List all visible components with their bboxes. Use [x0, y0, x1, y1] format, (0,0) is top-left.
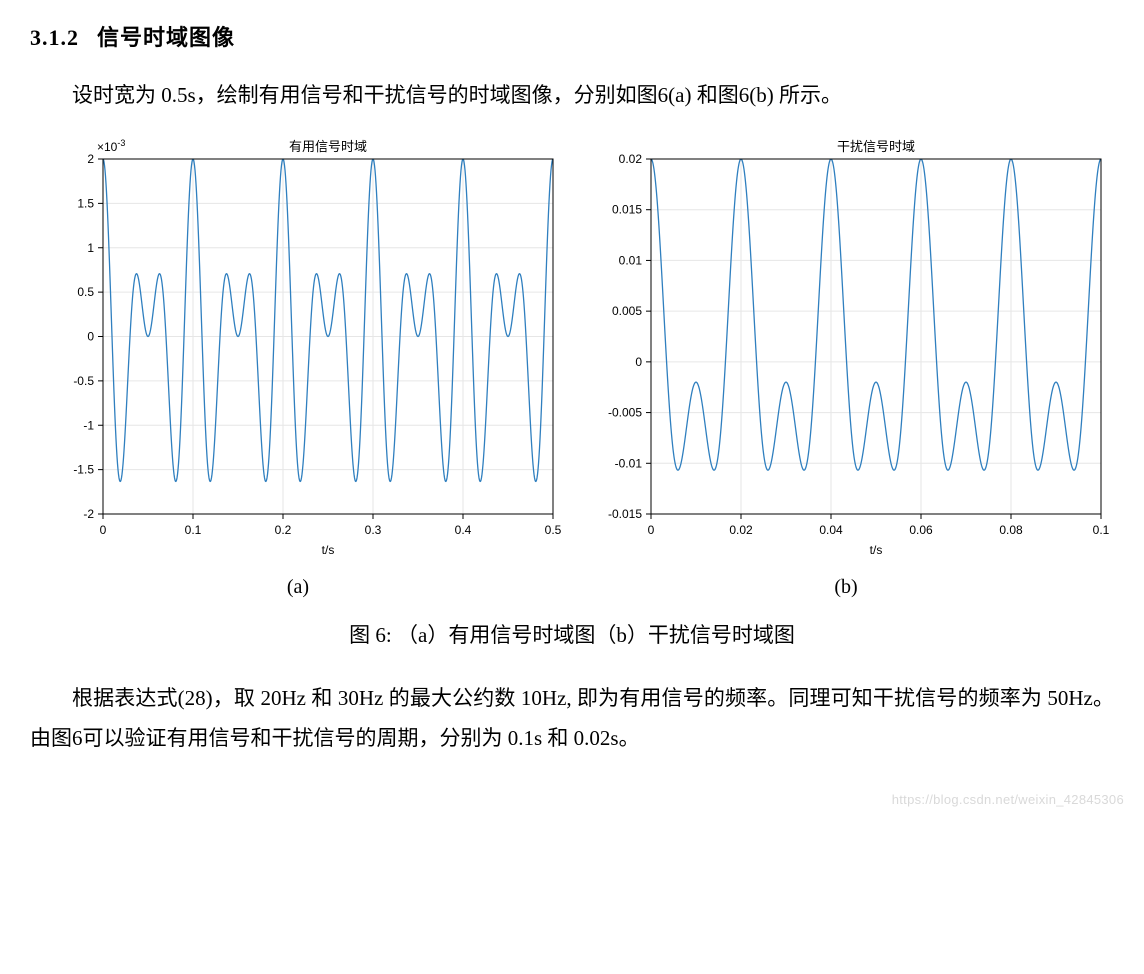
figure-cell-b: 0 0.02 0.04 0.06 0.08 0.1 -0.015 -0.01 -0.005 0 0.… [578, 134, 1114, 599]
watermark: https://blog.csdn.net/weixin_42845306 [892, 792, 1124, 807]
figure-cell-a: 0 0.1 0.2 0.3 0.4 0.5 -2 -1.5 -1 -0.5 0 0.5 1 1.5 2 有用信… [30, 134, 566, 599]
svg-text:干扰信号时域: 干扰信号时域 [837, 139, 915, 154]
svg-text:0.5: 0.5 [77, 285, 94, 299]
subcaption-a: (a) [287, 576, 309, 599]
svg-text:1.5: 1.5 [77, 196, 94, 210]
section-title: 信号时域图像 [97, 25, 235, 50]
svg-text:0: 0 [87, 329, 94, 343]
svg-text:-0.5: -0.5 [73, 374, 94, 388]
svg-text:2: 2 [87, 152, 94, 166]
section-heading: 3.1.2 信号时域图像 [30, 20, 1114, 52]
svg-text:0.015: 0.015 [612, 203, 642, 217]
svg-text:0.04: 0.04 [819, 523, 843, 537]
svg-text:0.005: 0.005 [612, 304, 642, 318]
svg-text:0.02: 0.02 [729, 523, 753, 537]
svg-text:1: 1 [87, 241, 94, 255]
paragraph-analysis: 根据表达式(28)，取 20Hz 和 30Hz 的最大公约数 10Hz, 即为有… [30, 679, 1114, 759]
svg-text:0.08: 0.08 [999, 523, 1023, 537]
figure-caption: 图 6: （a）有用信号时域图（b）干扰信号时域图 [30, 619, 1114, 649]
page: 3.1.2 信号时域图像 设时宽为 0.5s，绘制有用信号和干扰信号的时域图像，分… [0, 0, 1144, 817]
chart-interference-signal: 0 0.02 0.04 0.06 0.08 0.1 -0.015 -0.01 -0.005 0 0.… [581, 134, 1111, 564]
svg-text:0.06: 0.06 [909, 523, 933, 537]
svg-text:有用信号时域: 有用信号时域 [289, 139, 367, 154]
svg-text:-1.5: -1.5 [73, 463, 94, 477]
figure-row: 0 0.1 0.2 0.3 0.4 0.5 -2 -1.5 -1 -0.5 0 0.5 1 1.5 2 有用信… [30, 134, 1114, 599]
svg-text:0.1: 0.1 [185, 523, 202, 537]
svg-text:-0.01: -0.01 [615, 456, 643, 470]
paragraph-intro: 设时宽为 0.5s，绘制有用信号和干扰信号的时域图像，分别如图6(a) 和图6(… [30, 76, 1114, 116]
svg-text:-1: -1 [83, 418, 94, 432]
svg-text:t/s: t/s [322, 543, 335, 557]
svg-text:0: 0 [100, 523, 107, 537]
svg-text:0.4: 0.4 [455, 523, 472, 537]
svg-text:-0.005: -0.005 [608, 405, 642, 419]
svg-text:0.2: 0.2 [275, 523, 292, 537]
svg-text:×10-3: ×10-3 [97, 138, 125, 154]
svg-text:0.02: 0.02 [619, 152, 643, 166]
svg-text:-2: -2 [83, 507, 94, 521]
svg-text:0: 0 [635, 355, 642, 369]
subcaption-b: (b) [834, 576, 857, 599]
svg-text:t/s: t/s [870, 543, 883, 557]
svg-text:0: 0 [648, 523, 655, 537]
svg-text:0.01: 0.01 [619, 253, 643, 267]
svg-text:0.1: 0.1 [1093, 523, 1110, 537]
svg-text:0.3: 0.3 [365, 523, 382, 537]
section-number: 3.1.2 [30, 25, 79, 50]
svg-text:-0.015: -0.015 [608, 507, 642, 521]
chart-useful-signal: 0 0.1 0.2 0.3 0.4 0.5 -2 -1.5 -1 -0.5 0 0.5 1 1.5 2 有用信… [33, 134, 563, 564]
svg-text:0.5: 0.5 [545, 523, 562, 537]
